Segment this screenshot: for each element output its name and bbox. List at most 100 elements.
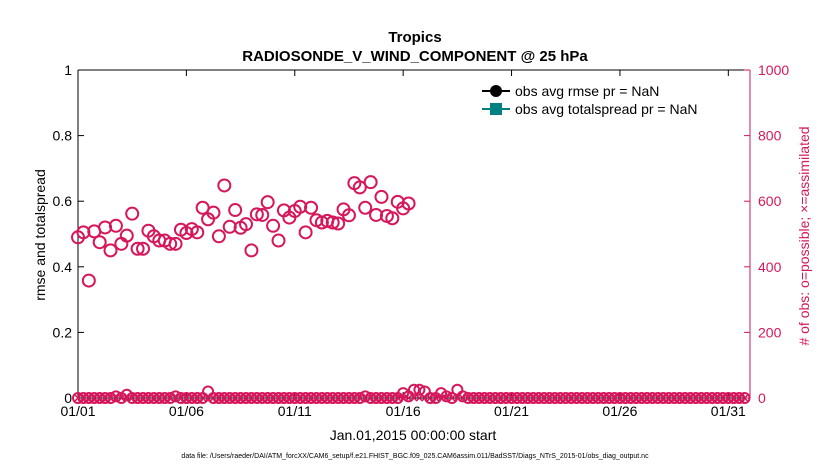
possible-obs-point: [369, 207, 384, 222]
assimilated-x-stroke: [464, 394, 472, 402]
assimilated-x-stroke: [448, 394, 456, 402]
assimilated-obs-point: [226, 394, 234, 402]
assimilated-obs-point: [562, 394, 570, 402]
assimilated-x-stroke: [74, 394, 82, 402]
assimilated-x-stroke: [177, 394, 185, 402]
assimilated-obs-point: [735, 394, 743, 402]
assimilated-x-stroke: [686, 394, 694, 402]
assimilated-obs-point: [253, 394, 261, 402]
assimilated-x-stroke: [524, 394, 532, 402]
possible-obs-point: [136, 241, 151, 256]
assimilated-obs-point: [144, 394, 152, 402]
right-y-axis-label: # of obs: o=possible; ×=assimilated: [796, 126, 812, 345]
assimilated-x-stroke: [589, 394, 597, 402]
assimilated-obs-point: [497, 394, 505, 402]
left-y-tick-label: 0.2: [53, 324, 73, 340]
assimilated-obs-point: [377, 394, 386, 402]
assimilated-x-stroke: [112, 394, 120, 402]
right-y-axis-ticks: 0 200 400 600 800 1000: [744, 62, 789, 406]
assimilated-obs-point: [578, 394, 586, 402]
assimilated-obs-point: [242, 394, 250, 402]
assimilated-obs-point: [415, 394, 423, 402]
assimilated-obs-point: [177, 394, 185, 402]
assimilated-obs-point: [215, 394, 223, 402]
possible-obs-point: [92, 235, 107, 250]
assimilated-x-stroke: [470, 394, 478, 402]
right-y-tick-label: 800: [758, 128, 782, 144]
possible-obs-point: [249, 207, 264, 222]
assimilated-obs-point: [172, 394, 180, 402]
assimilated-x-stroke: [280, 394, 288, 402]
assimilated-x-stroke: [193, 394, 201, 402]
assimilated-obs-point: [361, 394, 369, 402]
assimilated-x-stroke: [350, 394, 358, 402]
assimilated-x-stroke: [155, 394, 163, 402]
assimilated-obs-point: [638, 394, 646, 402]
assimilated-obs-point: [670, 394, 678, 402]
assimilated-x-stroke: [96, 394, 104, 402]
possible-obs-point: [130, 241, 145, 256]
assimilated-x-stroke: [583, 394, 591, 402]
assimilated-obs-point: [573, 394, 581, 402]
assimilated-x-stroke: [551, 394, 559, 402]
assimilated-obs-point: [367, 394, 375, 402]
assimilated-x-stroke: [264, 394, 272, 402]
x-tick-label: 01/31: [711, 403, 746, 419]
possible-obs-point: [125, 206, 140, 221]
assimilated-obs-point: [112, 394, 120, 402]
possible-obs-point: [206, 205, 221, 220]
assimilated-x-stroke: [334, 394, 342, 402]
assimilated-obs-point: [437, 394, 445, 402]
assimilated-x-stroke: [79, 394, 87, 402]
possible-obs-point: [271, 233, 286, 248]
assimilated-x-stroke: [285, 394, 293, 402]
assimilated-x-stroke: [302, 394, 310, 402]
assimilated-x-stroke: [291, 394, 299, 402]
left-y-axis-label: rmse and totalspread: [32, 169, 48, 301]
possible-obs-baseline-point: [202, 385, 215, 398]
possible-obs-point: [81, 273, 96, 288]
assimilated-x-stroke: [329, 394, 337, 402]
assimilated-obs-point: [686, 394, 694, 402]
assimilated-obs-point: [432, 394, 440, 402]
possible-obs-point: [363, 175, 378, 190]
assimilated-x-stroke: [242, 394, 250, 402]
assimilated-obs-point: [193, 394, 201, 402]
assimilated-obs-point: [556, 394, 564, 402]
assimilated-x-stroke: [90, 394, 98, 402]
assimilated-x-stroke: [540, 394, 548, 402]
assimilated-x-stroke: [497, 394, 505, 402]
assimilated-obs-point: [508, 394, 516, 402]
possible-obs-point: [304, 200, 319, 215]
assimilated-x-stroke: [258, 394, 266, 402]
assimilated-x-stroke: [128, 394, 136, 402]
possible-obs-point: [358, 200, 373, 215]
assimilated-x-stroke: [410, 394, 418, 402]
assimilated-obs-point: [280, 394, 288, 402]
assimilated-obs-point: [237, 394, 245, 402]
assimilated-x-stroke: [172, 394, 180, 402]
possible-obs-baseline-point: [359, 390, 372, 403]
assimilated-obs-point: [90, 394, 98, 402]
assimilated-obs-point: [394, 394, 402, 402]
possible-obs-point: [385, 211, 400, 226]
assimilated-x-stroke: [665, 394, 673, 402]
left-y-tick-label: 0.8: [53, 128, 73, 144]
assimilated-x-stroke: [388, 394, 396, 402]
assimilated-obs-point: [139, 394, 147, 402]
assimilated-x-stroke: [697, 394, 705, 402]
assimilated-obs-point: [134, 394, 142, 402]
assimilated-obs-point: [323, 394, 331, 402]
assimilated-x-stroke: [632, 394, 640, 402]
possible-obs-baseline-point: [451, 383, 464, 396]
possible-obs-point: [325, 215, 340, 230]
possible-obs-point: [108, 218, 123, 233]
assimilated-x-stroke: [399, 394, 407, 402]
assimilated-x-stroke: [605, 394, 613, 402]
x-tick-label: 01/21: [494, 403, 529, 419]
assimilated-x-stroke: [508, 394, 516, 402]
assimilated-obs-point: [161, 394, 169, 402]
assimilated-x-stroke: [562, 394, 570, 402]
assimilated-obs-point: [312, 394, 320, 402]
assimilated-x-stroke: [621, 394, 629, 402]
